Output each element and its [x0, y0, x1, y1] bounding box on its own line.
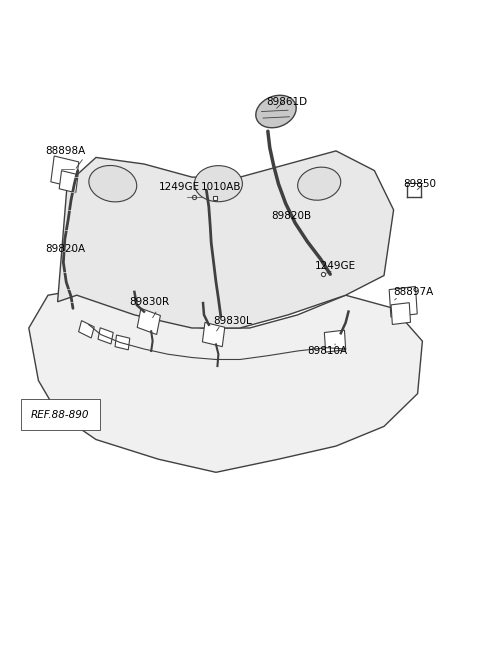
Text: 89820A: 89820A — [46, 244, 86, 255]
Text: 88897A: 88897A — [394, 287, 434, 297]
FancyBboxPatch shape — [98, 328, 113, 344]
FancyBboxPatch shape — [389, 287, 417, 317]
FancyBboxPatch shape — [59, 171, 78, 193]
FancyBboxPatch shape — [137, 308, 160, 335]
Text: 1249GE: 1249GE — [158, 182, 200, 192]
Polygon shape — [58, 151, 394, 328]
Text: 89830L: 89830L — [214, 316, 252, 327]
Text: 89810A: 89810A — [307, 346, 348, 356]
FancyBboxPatch shape — [79, 321, 94, 338]
Polygon shape — [29, 289, 422, 472]
Text: 89830R: 89830R — [130, 297, 170, 307]
Ellipse shape — [298, 167, 341, 200]
Text: 89861D: 89861D — [266, 96, 308, 107]
FancyBboxPatch shape — [51, 156, 79, 188]
FancyBboxPatch shape — [324, 330, 346, 352]
Text: 89820B: 89820B — [271, 211, 312, 222]
FancyBboxPatch shape — [115, 335, 130, 350]
Ellipse shape — [89, 165, 137, 202]
Text: 1249GE: 1249GE — [314, 260, 356, 271]
Text: 1010AB: 1010AB — [201, 182, 241, 192]
Ellipse shape — [194, 165, 242, 202]
Ellipse shape — [256, 95, 296, 128]
FancyBboxPatch shape — [391, 302, 410, 325]
Text: 88898A: 88898A — [46, 146, 86, 156]
Text: REF.88-890: REF.88-890 — [31, 409, 90, 420]
Text: 89850: 89850 — [403, 178, 436, 189]
FancyBboxPatch shape — [203, 323, 225, 346]
